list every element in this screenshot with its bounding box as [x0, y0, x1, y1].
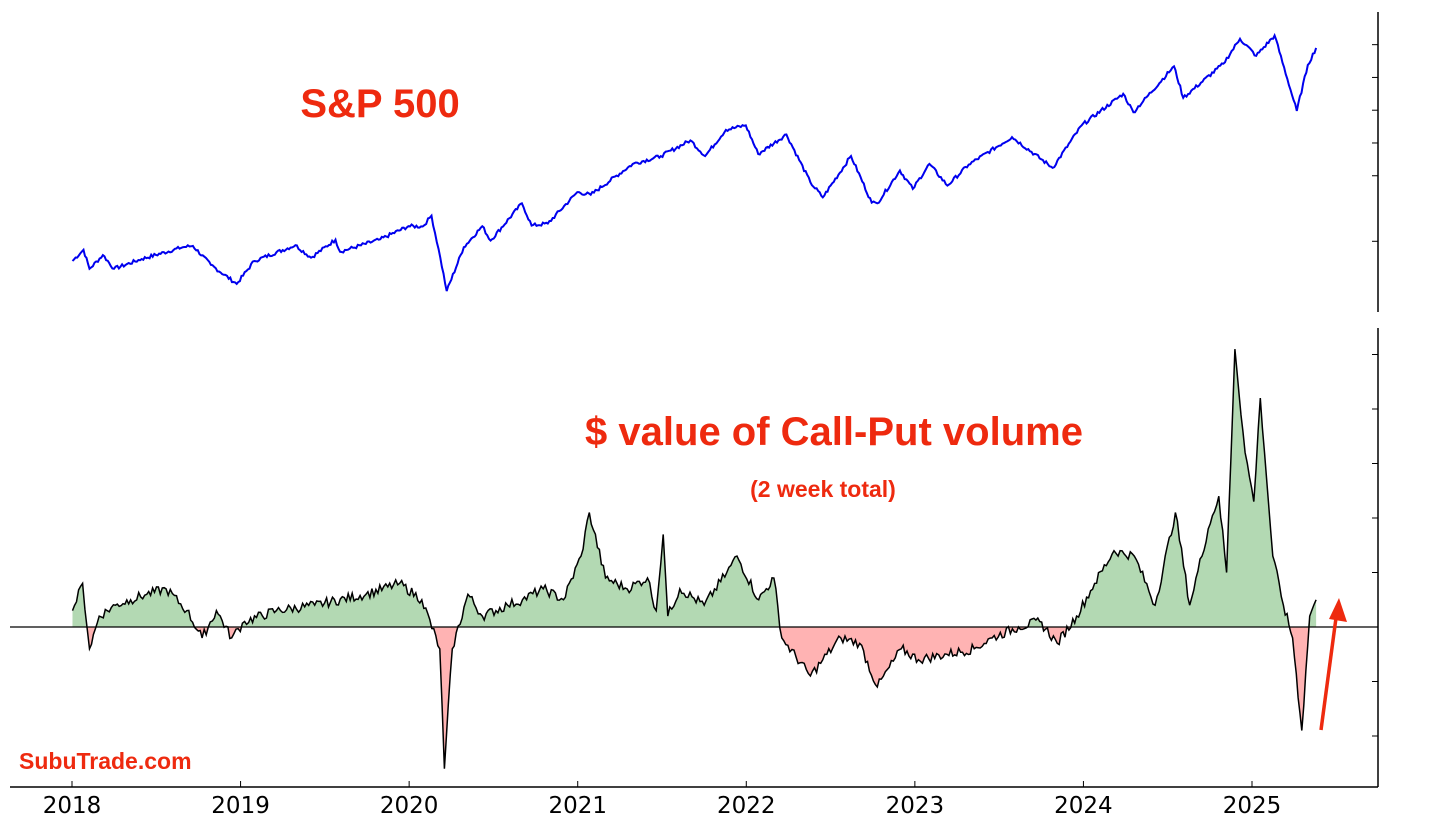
callput-panel: $ value of Call-Put volume (2 week total… — [10, 328, 1379, 788]
x-tick-label: 2018 — [43, 793, 102, 819]
x-tick-label: 2020 — [380, 793, 439, 819]
callput-subtitle: (2 week total) — [750, 476, 896, 502]
x-tick-label: 2022 — [717, 793, 776, 819]
x-tick-label: 2025 — [1223, 793, 1282, 819]
x-tick-label: 2024 — [1054, 793, 1113, 819]
callput-title: $ value of Call-Put volume — [585, 410, 1083, 454]
callput-series-line — [71, 349, 1317, 769]
sp500-panel: S&P 500 — [71, 12, 1379, 312]
x-axis-ticks: 2018 2019 2020 2021 2022 2023 2024 2025 — [43, 781, 1282, 819]
up-arrow-shaft — [1319, 617, 1338, 731]
x-tick-label: 2023 — [886, 793, 945, 819]
up-arrow-head — [1329, 598, 1347, 622]
sp500-series-line — [71, 32, 1318, 292]
sp500-title: S&P 500 — [300, 82, 459, 126]
x-tick-label: 2019 — [211, 793, 270, 819]
callput-y-ticks — [1372, 354, 1378, 737]
callput-positive-area — [72, 349, 1317, 627]
x-tick-label: 2021 — [548, 793, 607, 819]
sp500-y-ticks — [1372, 44, 1378, 242]
callput-negative-area — [72, 627, 1317, 769]
watermark: SubuTrade.com — [19, 748, 192, 774]
